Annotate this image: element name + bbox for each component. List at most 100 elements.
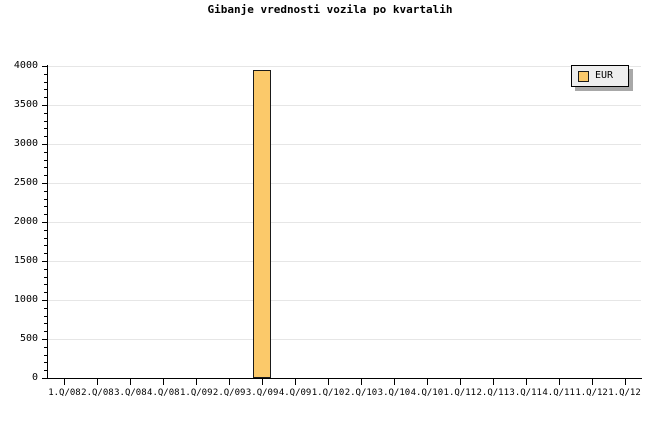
legend-swatch-icon [578, 70, 589, 82]
x-axis-tick [361, 379, 362, 385]
y-axis-tick-major [42, 66, 48, 67]
y-axis-tick-minor [44, 175, 48, 177]
y-axis-label-text: 3000 [13, 138, 38, 149]
y-axis-label: 1000 [0, 295, 38, 305]
plot-area [48, 66, 641, 378]
y-axis-label-text: 500 [19, 333, 38, 344]
y-axis-label: 3000 [0, 139, 38, 149]
y-axis-tick-minor [44, 276, 48, 278]
x-axis-tick [427, 379, 428, 385]
y-axis-tick-minor [44, 346, 48, 348]
y-axis-tick-minor [44, 354, 48, 356]
x-axis-tick [196, 379, 197, 385]
y-axis-tick-major [42, 261, 48, 262]
x-axis-label: 4.Q/11 [542, 388, 575, 398]
legend-box[interactable]: EUR [571, 65, 629, 87]
y-axis-label-text: 3500 [13, 99, 38, 110]
x-axis-tick [559, 379, 560, 385]
y-axis-tick-minor [44, 307, 48, 309]
y-axis-tick-minor [44, 120, 48, 122]
bar[interactable] [253, 69, 272, 378]
y-axis-tick-minor [44, 370, 48, 372]
gridline [48, 300, 641, 301]
y-axis-tick-minor [44, 206, 48, 208]
y-axis-tick-minor [44, 151, 48, 153]
x-axis-label: 1.Q/12 [575, 388, 608, 398]
y-axis-tick-minor [44, 245, 48, 247]
y-axis-label-text: 1000 [13, 294, 38, 305]
y-axis-tick-minor [44, 362, 48, 364]
y-axis-label-text: 1500 [13, 255, 38, 266]
y-axis-tick-minor [44, 198, 48, 200]
y-axis-tick-minor [44, 237, 48, 239]
x-axis-label: 3.Q/11 [509, 388, 542, 398]
x-axis-label: 1.Q/10 [311, 388, 345, 398]
x-axis-tick [328, 379, 329, 385]
gridline [48, 183, 641, 184]
y-axis-label: 0 [0, 373, 38, 383]
y-axis-tick-minor [44, 331, 48, 333]
gridline [48, 66, 641, 67]
x-axis-label: 4.Q/08 [147, 388, 180, 398]
x-axis-tick [493, 379, 494, 385]
y-axis-label: 2000 [0, 217, 38, 227]
y-axis-tick-minor [44, 190, 48, 192]
gridline [48, 339, 641, 340]
y-axis-tick-minor [44, 136, 48, 138]
x-axis-label: 2.Q/08 [81, 388, 114, 398]
y-axis-tick-minor [44, 253, 48, 255]
x-axis-tick [130, 379, 131, 385]
y-axis-tick-minor [44, 284, 48, 286]
x-axis-label: 3.Q/08 [114, 388, 147, 398]
y-axis-tick-minor [44, 315, 48, 317]
x-axis-tick [229, 379, 230, 385]
x-axis-tick [592, 379, 593, 385]
y-axis-label-text: 0 [31, 372, 38, 383]
y-axis-label-text: 2500 [13, 177, 38, 188]
x-axis-tick [64, 379, 65, 385]
y-axis-tick-minor [44, 112, 48, 114]
y-axis-tick-minor [44, 229, 48, 231]
x-axis-label: 3.Q/09 [245, 388, 279, 398]
y-axis-label-text: 4000 [13, 60, 38, 71]
x-axis-label: 1.Q/12 [608, 388, 641, 398]
gridline [48, 105, 641, 106]
y-axis-label: 500 [0, 334, 38, 344]
x-axis-label: 3.Q/10 [377, 388, 411, 398]
y-axis-tick-minor [44, 97, 48, 99]
x-axis-tick [97, 379, 98, 385]
chart-title: Gibanje vrednosti vozila po kvartalih [207, 3, 453, 16]
y-axis-tick-major [42, 378, 48, 379]
y-axis-tick-major [42, 339, 48, 340]
x-axis-label: 1.Q/11 [443, 388, 477, 398]
x-axis-label: 2.Q/11 [476, 388, 510, 398]
x-axis-label: 4.Q/09 [278, 388, 312, 398]
y-axis-tick-minor [44, 89, 48, 91]
x-axis-tick [394, 379, 395, 385]
y-axis-tick-major [42, 222, 48, 223]
x-axis-tick [295, 379, 296, 385]
y-axis-label: 4000 [0, 61, 38, 71]
gridline [48, 144, 641, 145]
y-axis-tick-major [42, 105, 48, 106]
x-axis-line [47, 378, 642, 379]
x-axis-tick [460, 379, 461, 385]
x-axis-label: 1.Q/09 [179, 388, 213, 398]
y-axis-tick-minor [44, 159, 48, 161]
x-axis-tick [625, 379, 626, 385]
y-axis-tick-minor [44, 81, 48, 83]
x-axis-tick [526, 379, 527, 385]
legend-label: EUR [595, 70, 614, 81]
y-axis-tick-minor [44, 128, 48, 130]
y-axis-tick-minor [44, 292, 48, 294]
y-axis-tick-major [42, 183, 48, 184]
y-axis-tick-minor [44, 167, 48, 169]
x-axis-label: 1.Q/08 [48, 388, 81, 398]
y-axis-label: 2500 [0, 178, 38, 188]
x-axis-label: 2.Q/09 [212, 388, 246, 398]
y-axis-label: 1500 [0, 256, 38, 266]
y-axis-tick-minor [44, 73, 48, 75]
x-axis-label: 4.Q/10 [410, 388, 444, 398]
y-axis-label: 3500 [0, 100, 38, 110]
